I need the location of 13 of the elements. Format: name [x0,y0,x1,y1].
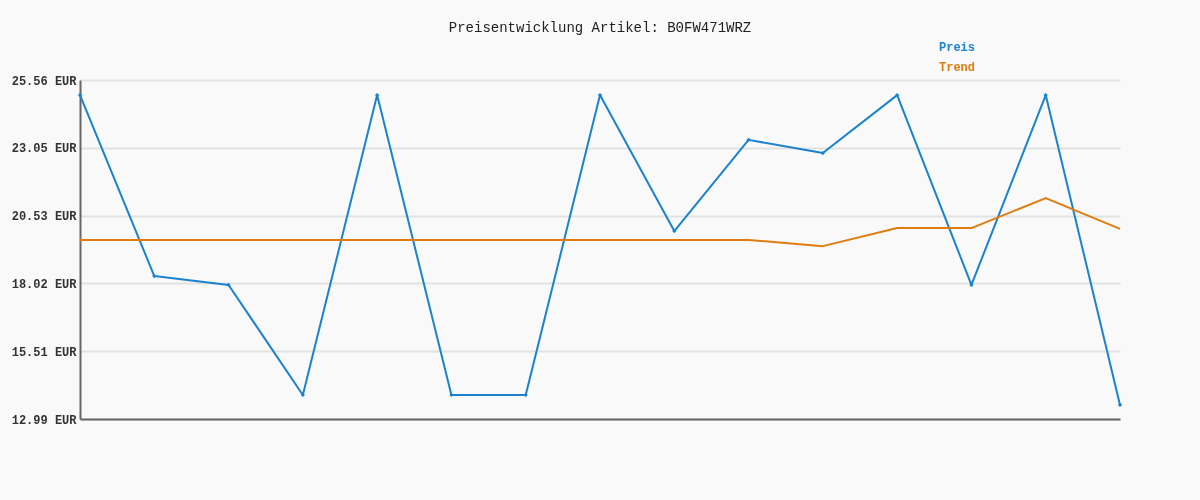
text: Trend [938,61,976,75]
chart-title: Preisentwicklung Artikel: B0FW471WRZ [448,20,752,36]
y-tick-label: 15.51 EUR [11,345,78,360]
y-tick-label: 12.99 EUR [11,413,78,428]
line-series [79,197,1121,248]
y-tick-label: 23.05 EUR [11,142,78,157]
text: Preis [938,41,976,55]
point [77,92,83,98]
y-tick-label: 25.56 EUR [11,74,78,89]
y-tick-label: 20.53 EUR [11,210,78,225]
point [820,150,825,156]
point [1117,402,1123,408]
y-tick-label: 18.02 EUR [11,277,78,292]
